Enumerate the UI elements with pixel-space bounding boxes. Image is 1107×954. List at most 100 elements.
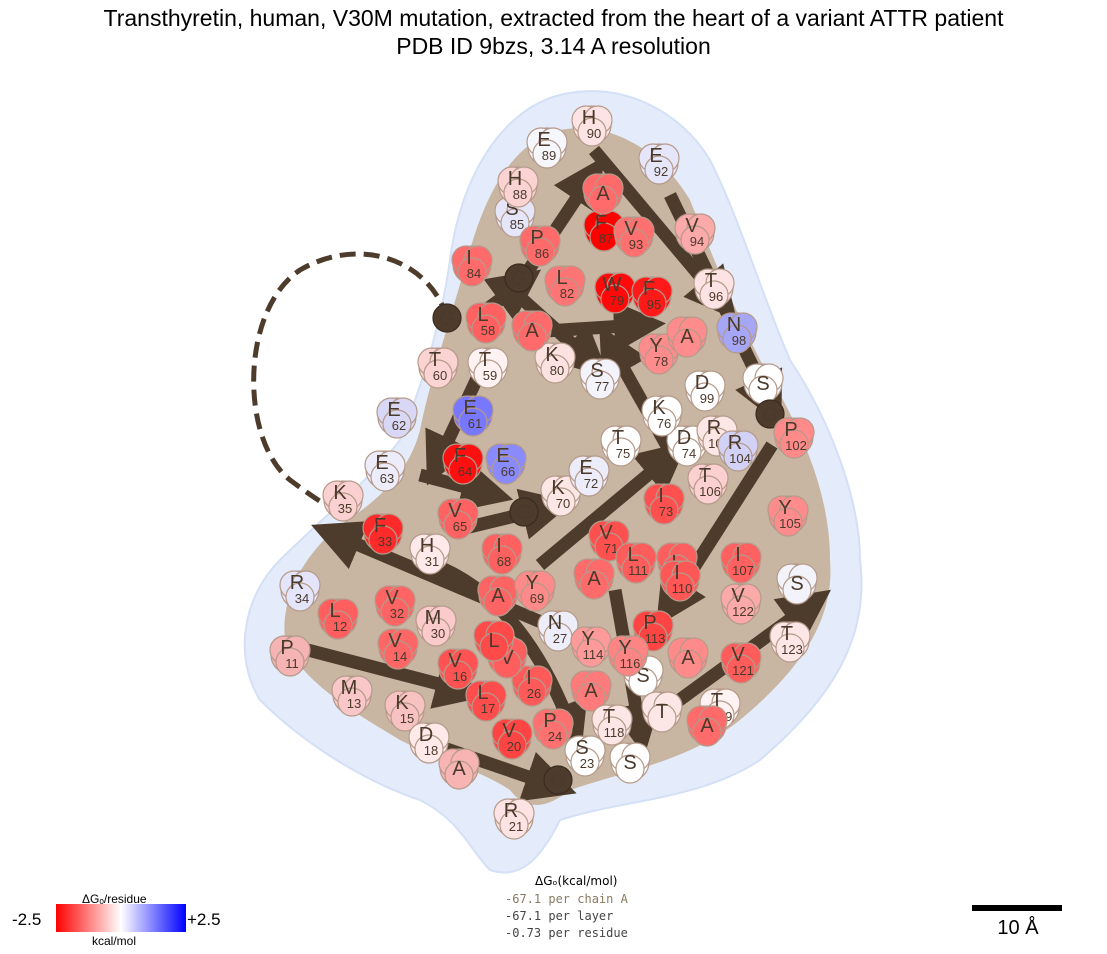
residue-20: V20 <box>491 718 533 760</box>
residue-letter: W <box>603 274 622 296</box>
residue-blob <box>647 407 677 437</box>
residue-number: 116 <box>620 656 641 671</box>
residue-blob <box>421 617 451 647</box>
residue-number: 24 <box>548 729 562 744</box>
beta-strand-arrow <box>298 641 488 709</box>
residue-blob <box>414 734 444 764</box>
residue-letter: E <box>387 399 400 421</box>
residue-blob <box>457 257 487 287</box>
residue-blob <box>585 370 615 400</box>
residue-75: T75 <box>600 425 642 467</box>
residue-99: D99 <box>684 370 726 412</box>
residue-13: M13 <box>331 675 373 717</box>
residue-letter: T <box>479 349 491 371</box>
residue-number: 92 <box>654 164 668 179</box>
residue-blob <box>621 554 651 584</box>
residue-blob <box>540 354 570 384</box>
residue-letter: R <box>504 800 518 822</box>
residue-17: L17 <box>465 680 507 722</box>
residue-number: 73 <box>659 504 673 519</box>
residue-s-92: S <box>776 563 818 605</box>
residue-blob <box>649 495 679 525</box>
residue-a-50: A <box>511 310 553 352</box>
residue-letter: Y <box>618 637 631 659</box>
residue-blob <box>383 640 413 670</box>
residue-letter: K <box>395 692 409 714</box>
residue-blob <box>672 437 702 467</box>
residue-93: V93 <box>613 216 655 258</box>
residue-letter: D <box>677 427 691 449</box>
residue-blob <box>680 225 710 255</box>
residue-t-93: T <box>641 691 683 733</box>
residue-78: Y78 <box>638 333 680 375</box>
residue-letter: L <box>477 682 488 704</box>
residue-letter: Y <box>778 497 791 519</box>
residue-number: 110 <box>672 581 693 596</box>
figure-title: Transthyretin, human, V30M mutation, ext… <box>0 4 1107 60</box>
residue-letter: V <box>624 218 638 240</box>
residue-letter: R <box>290 572 304 594</box>
residue-16: V16 <box>437 648 479 690</box>
residue-number: 70 <box>556 496 570 511</box>
residue-letter: A <box>596 183 610 205</box>
residue-letter: A <box>491 585 505 607</box>
residue-blob <box>499 810 529 840</box>
residue-number: 60 <box>433 368 447 383</box>
residue-layer: P11L12M13V14K15V16L17D18AV20R21GS23P24AI… <box>269 105 818 840</box>
residue-blob <box>723 442 753 472</box>
residue-blob <box>448 455 478 485</box>
residue-letter: V <box>502 720 516 742</box>
residue-blob <box>432 303 462 333</box>
energy-per-residue: -0.73 per residue <box>505 926 628 940</box>
residue-35: K35 <box>322 480 364 522</box>
residue-number: 12 <box>333 619 347 634</box>
title-line-1: Transthyretin, human, V30M mutation, ext… <box>103 5 1004 31</box>
residue-blob <box>546 487 576 517</box>
residue-number: 96 <box>709 289 723 304</box>
legend-max-label: +2.5 <box>187 910 221 929</box>
residue-80: K80 <box>534 342 576 384</box>
residue-blob <box>673 649 703 679</box>
residue-blob <box>550 277 580 307</box>
residue-number: 33 <box>378 534 392 549</box>
residue-blob <box>693 475 723 505</box>
residue-94: V94 <box>674 213 716 255</box>
residue-number: 18 <box>424 743 438 758</box>
residue-number: 111 <box>628 563 648 578</box>
residue-letter: P <box>280 637 293 659</box>
residue-number: 102 <box>785 438 807 453</box>
residue-66: E66 <box>485 443 527 485</box>
residue-number: 104 <box>729 451 751 466</box>
residue-letter: S <box>623 752 636 774</box>
residue-letter: D <box>419 724 433 746</box>
residue-30: M30 <box>415 605 457 647</box>
residue-blob <box>637 288 667 318</box>
scale-bar-line <box>972 905 1062 911</box>
residue-number: 11 <box>285 656 299 671</box>
residue-letter: Y <box>649 335 662 357</box>
residue-number: 75 <box>616 446 630 461</box>
residue-number: 26 <box>527 686 541 701</box>
residue-letter: F <box>374 515 386 537</box>
residue-letter: T <box>656 701 668 723</box>
residue-number: 13 <box>347 696 361 711</box>
residue-letter: F <box>643 278 655 300</box>
residue-blob <box>517 677 547 707</box>
residue-blob <box>503 178 533 208</box>
residue-blob <box>328 492 358 522</box>
residue-number: 27 <box>553 631 567 646</box>
residue-g-11: G <box>543 765 573 795</box>
residue-number: 74 <box>682 446 696 461</box>
residue-blob <box>619 228 649 258</box>
residue-letter: E <box>579 457 592 479</box>
residue-blob <box>368 525 398 555</box>
residue-letter: G <box>516 502 532 524</box>
residue-a-94: A <box>686 705 728 747</box>
residue-number: 15 <box>400 711 414 726</box>
energy-color-legend: ΔGₒ/residue -2.5 +2.5 kcal/mol <box>10 888 240 948</box>
residue-blob <box>458 407 488 437</box>
residue-70: K70 <box>540 475 582 517</box>
